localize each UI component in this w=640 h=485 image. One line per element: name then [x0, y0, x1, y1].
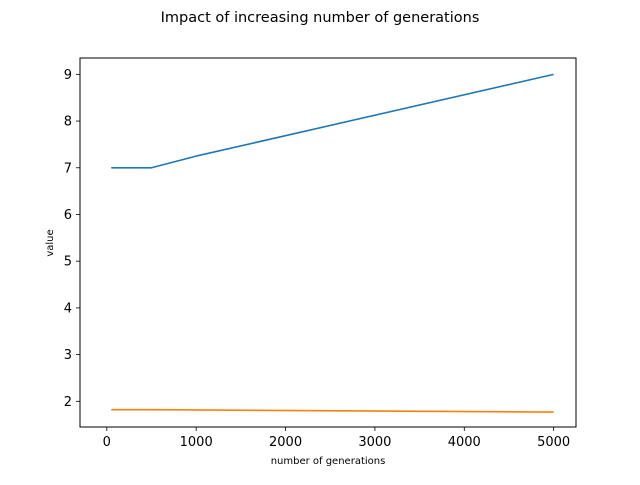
x-tick-label: 1000 — [180, 435, 213, 450]
y-tick-label: 7 — [64, 161, 72, 176]
series-line-1 — [111, 73, 554, 169]
x-tick-label: 5000 — [537, 435, 570, 450]
y-axis-ticks: 2 3 4 5 6 7 8 9 — [64, 68, 80, 410]
chart-title: Impact of increasing number of generatio… — [161, 10, 480, 26]
y-tick-label: 9 — [64, 68, 72, 83]
plot-area-frame — [79, 57, 577, 428]
y-tick-label: 3 — [64, 348, 72, 363]
y-tick-label: 5 — [64, 255, 72, 270]
y-tick-label: 8 — [64, 115, 72, 130]
x-axis-label: number of generations — [271, 456, 386, 467]
series-line-2 — [111, 408, 554, 413]
x-tick-label: 4000 — [448, 435, 481, 450]
x-tick-label: 3000 — [358, 435, 391, 450]
series-layer — [111, 73, 554, 413]
x-tick-label: 2000 — [269, 435, 302, 450]
y-tick-label: 4 — [64, 301, 72, 316]
y-tick-label: 6 — [64, 208, 72, 223]
y-tick-label: 2 — [64, 395, 72, 410]
y-axis-label: value — [45, 229, 56, 256]
x-tick-label: 0 — [103, 435, 111, 450]
x-axis-ticks: 0 1000 2000 3000 4000 5000 — [103, 427, 570, 450]
